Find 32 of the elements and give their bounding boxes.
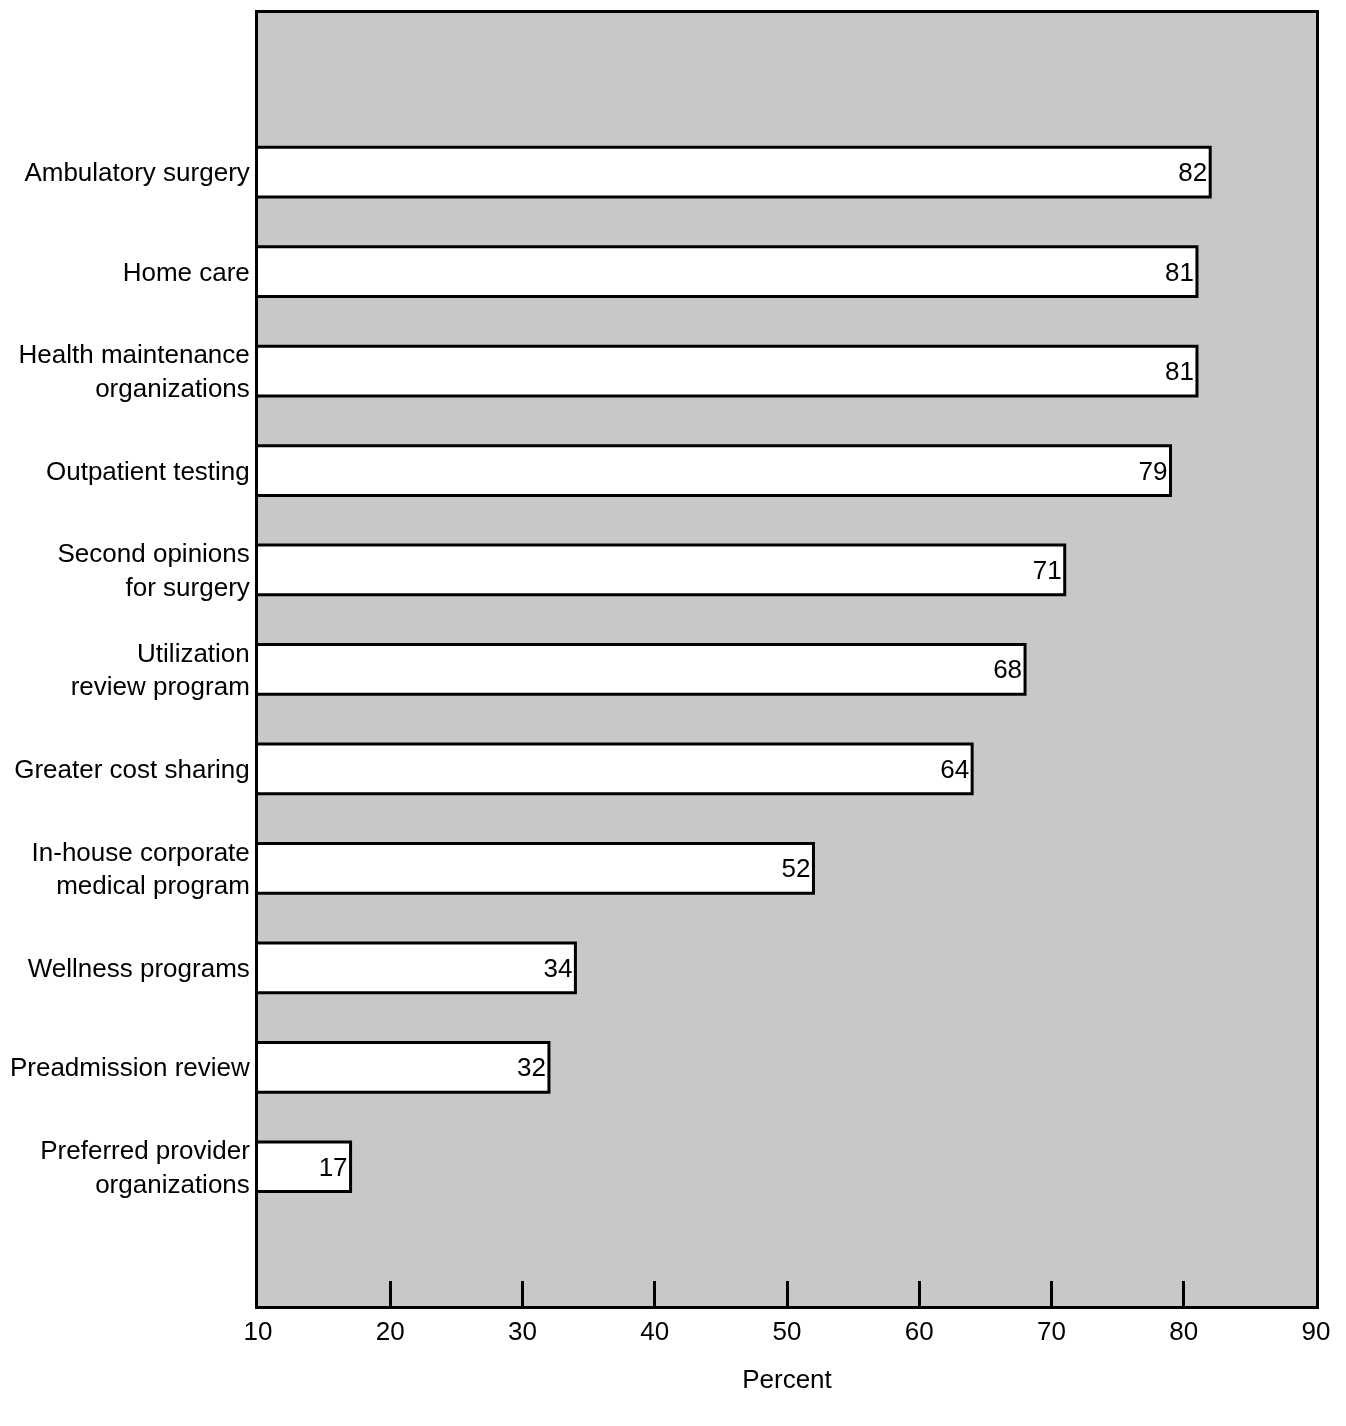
y-tick-label: Greater cost sharing xyxy=(14,754,250,785)
data-label: 71 xyxy=(1032,554,1062,585)
data-label: 81 xyxy=(1165,356,1194,387)
x-tick-label: 10 xyxy=(243,1316,273,1347)
y-tick-label: Preferred provider organizations xyxy=(40,1134,251,1199)
data-label: 68 xyxy=(993,654,1023,685)
x-tick-label: 30 xyxy=(508,1316,537,1347)
x-tick-label: 80 xyxy=(1169,1316,1199,1347)
x-tick-label: 60 xyxy=(904,1316,934,1347)
y-tick-label: Home care xyxy=(122,256,250,287)
y-tick-label: Outpatient testing xyxy=(45,455,250,486)
y-tick-label: Preadmission review xyxy=(9,1052,251,1083)
data-label: 32 xyxy=(517,1052,546,1083)
x-tick-label: 40 xyxy=(640,1316,670,1347)
y-tick-label: Utilization review program xyxy=(70,637,250,702)
x-tick-label: 20 xyxy=(375,1316,405,1347)
data-label: 17 xyxy=(318,1151,348,1182)
y-tick-label: Health maintenance organizations xyxy=(18,339,250,404)
data-label: 34 xyxy=(543,952,573,983)
x-tick-label: 70 xyxy=(1037,1316,1066,1347)
x-tick-label: 90 xyxy=(1301,1316,1331,1347)
data-label: 82 xyxy=(1178,157,1208,188)
y-tick-label: Second opinions for surgery xyxy=(57,538,250,602)
data-label: 64 xyxy=(940,753,970,784)
y-tick-label: In-house corporate medical program xyxy=(31,836,250,901)
y-tick-label: Wellness programs xyxy=(27,952,250,983)
y-tick-label: Ambulatory surgery xyxy=(24,157,250,188)
data-label: 79 xyxy=(1138,455,1168,486)
x-tick-label: 50 xyxy=(772,1316,802,1347)
x-axis-title: Percent xyxy=(742,1363,833,1394)
data-label: 52 xyxy=(781,853,811,884)
data-label: 81 xyxy=(1165,256,1194,287)
